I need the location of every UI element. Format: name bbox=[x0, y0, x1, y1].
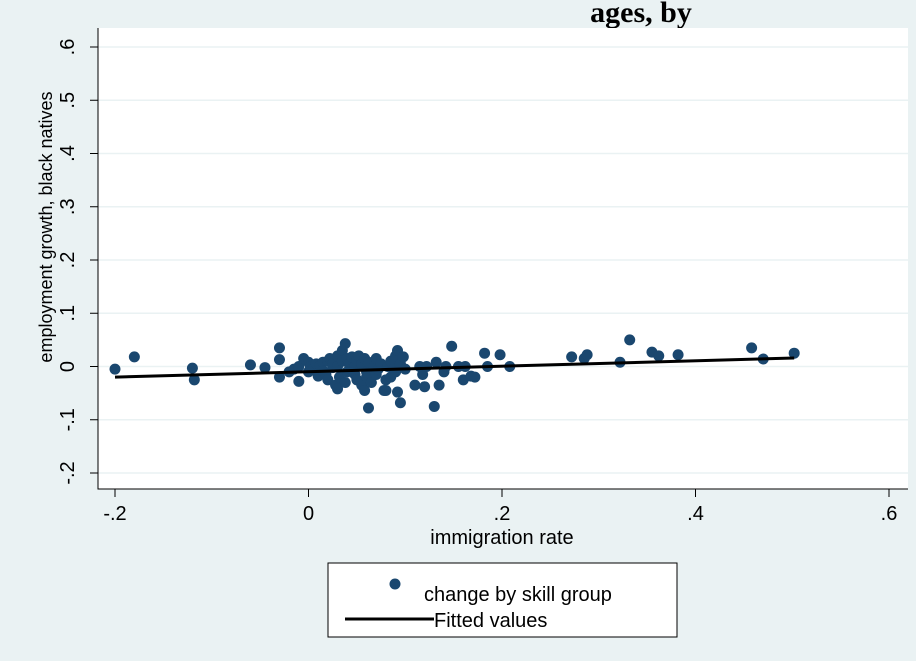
scatter-point bbox=[409, 379, 421, 391]
scatter-point bbox=[624, 334, 636, 346]
scatter-point bbox=[273, 354, 285, 366]
y-axis-label: employment growth, black natives bbox=[36, 91, 56, 362]
scatter-point bbox=[359, 384, 371, 396]
x-tick-label: -.2 bbox=[103, 503, 126, 525]
chart-title: ages, by bbox=[590, 0, 692, 29]
y-tick-label: 0 bbox=[57, 361, 79, 372]
legend-marker-icon bbox=[389, 578, 401, 590]
scatter-point bbox=[428, 400, 440, 412]
x-tick-label: .2 bbox=[494, 503, 511, 525]
scatter-point bbox=[581, 349, 593, 361]
legend: change by skill group Fitted values bbox=[327, 562, 678, 638]
scatter-point bbox=[188, 374, 200, 386]
scatter-point bbox=[293, 375, 305, 387]
scatter-point bbox=[332, 383, 344, 395]
scatter-point bbox=[446, 340, 458, 352]
plot-area bbox=[98, 28, 908, 489]
legend-box bbox=[327, 562, 678, 638]
scatter-point bbox=[419, 381, 431, 393]
scatter-point bbox=[653, 350, 665, 362]
scatter-point bbox=[433, 379, 445, 391]
scatter-point bbox=[494, 349, 506, 361]
y-tick-label: .2 bbox=[57, 252, 79, 269]
legend-entry-fitted: Fitted values bbox=[434, 610, 547, 632]
y-tick-label: .1 bbox=[57, 305, 79, 322]
scatter-point bbox=[365, 376, 377, 388]
scatter-point bbox=[392, 386, 404, 398]
scatter-point bbox=[430, 356, 442, 368]
scatter-point bbox=[788, 347, 800, 359]
scatter-point bbox=[293, 361, 305, 372]
y-tick-label: -.1 bbox=[57, 408, 79, 431]
axes bbox=[97, 28, 908, 490]
scatter-point bbox=[186, 362, 198, 374]
scatter-point bbox=[128, 351, 140, 363]
scatter-point bbox=[397, 351, 409, 363]
scatter-point bbox=[672, 349, 684, 361]
scatter-point bbox=[273, 371, 285, 383]
scatter-point bbox=[259, 362, 271, 374]
y-axis-ticks: -.2 -.1 0 .1 .2 .3 .4 .5 .6 bbox=[57, 39, 98, 485]
y-tick-label: -.2 bbox=[57, 461, 79, 484]
fitted-values-line bbox=[114, 356, 795, 379]
y-tick-label: .4 bbox=[57, 145, 79, 162]
y-tick-label: .6 bbox=[57, 39, 79, 56]
scatter-point bbox=[339, 376, 351, 388]
x-axis-ticks: -.2 0 .2 .4 .6 bbox=[103, 489, 897, 525]
x-axis-label: immigration rate bbox=[430, 527, 573, 549]
scatter-point bbox=[339, 338, 351, 350]
scatter-point bbox=[244, 359, 256, 371]
scatter-point bbox=[322, 374, 334, 386]
x-tick-label: .6 bbox=[881, 503, 898, 525]
scatter-point bbox=[109, 363, 121, 375]
y-tick-label: .5 bbox=[57, 92, 79, 109]
legend-entry-scatter: change by skill group bbox=[424, 584, 612, 606]
scatter-point bbox=[746, 342, 758, 354]
y-tick-label: .3 bbox=[57, 198, 79, 215]
scatter-point bbox=[479, 347, 491, 359]
scatter-point bbox=[394, 397, 406, 409]
scatter-series bbox=[109, 334, 800, 414]
fitted-line-series bbox=[114, 356, 795, 379]
scatter-point bbox=[566, 351, 578, 363]
scatter-point bbox=[273, 342, 285, 354]
x-tick-label: .4 bbox=[687, 503, 704, 525]
scatter-point bbox=[362, 402, 374, 414]
scatter-point bbox=[421, 361, 433, 372]
x-tick-label: 0 bbox=[303, 503, 314, 525]
scatter-point bbox=[380, 384, 392, 396]
scatter-point bbox=[469, 371, 481, 383]
